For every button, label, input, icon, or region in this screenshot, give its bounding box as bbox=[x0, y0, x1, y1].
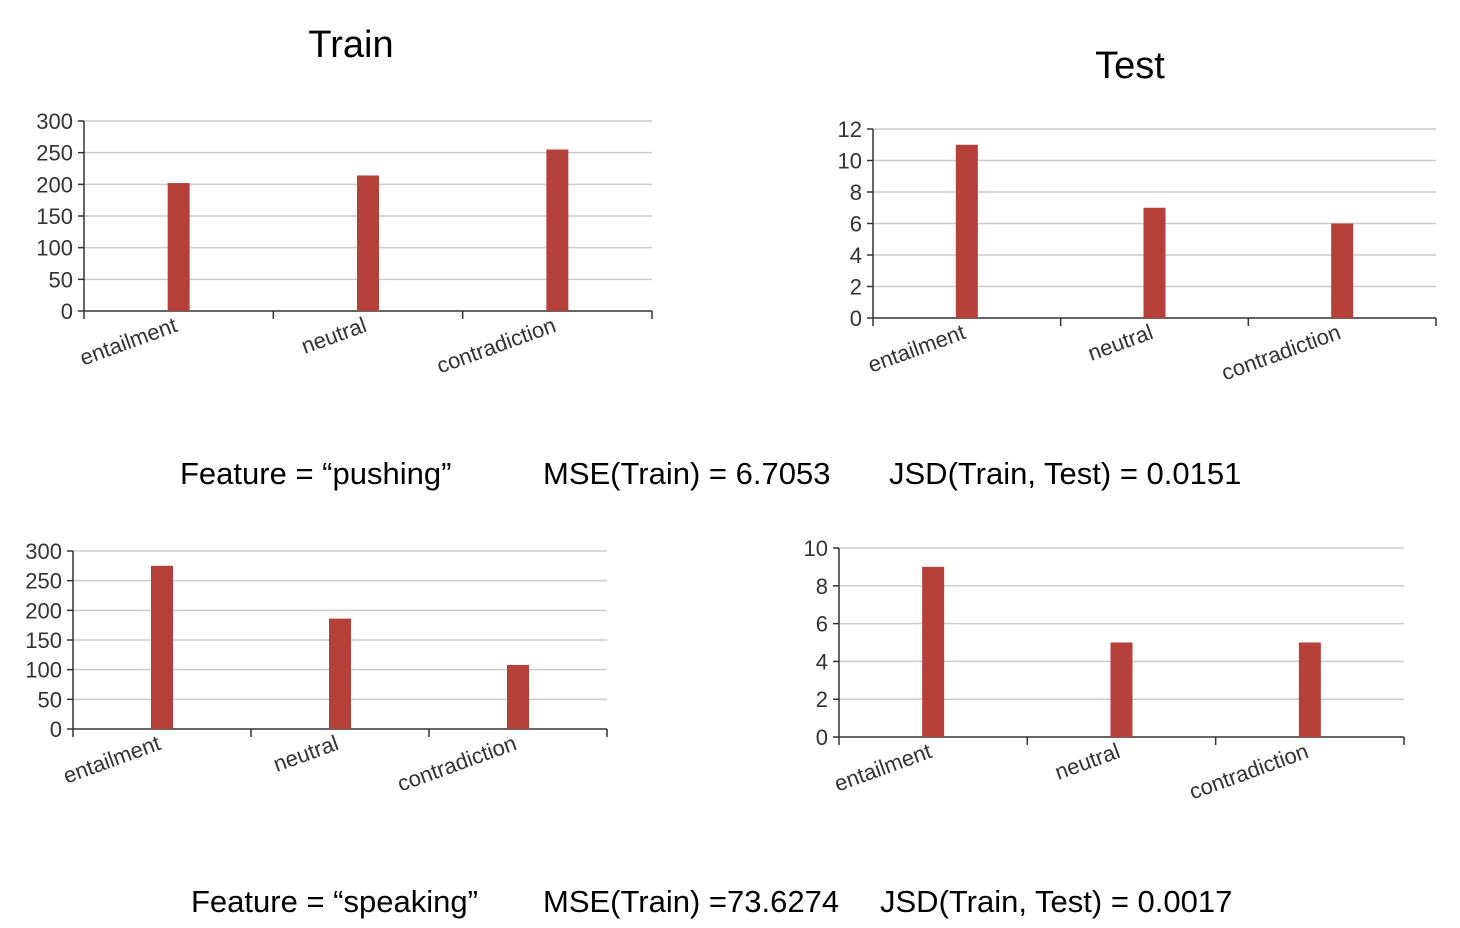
x-category-label: neutral bbox=[1084, 319, 1156, 366]
y-tick-label: 250 bbox=[36, 141, 73, 166]
x-category-label: neutral bbox=[1051, 738, 1123, 785]
speaking-mse-label: MSE(Train) =73.6274 bbox=[543, 884, 839, 919]
pushing-train-chart: 0 50 100 150 200 250 300 entailment neutral contr… bbox=[36, 109, 653, 378]
y-tick-label: 300 bbox=[36, 109, 73, 134]
y-tick-label: 100 bbox=[25, 658, 62, 683]
x-category-label: neutral bbox=[298, 312, 370, 359]
bar-entailment bbox=[151, 565, 173, 729]
y-tick-label: 2 bbox=[816, 687, 828, 712]
bar-neutral bbox=[1110, 642, 1133, 737]
y-tick-label: 150 bbox=[36, 204, 73, 229]
pushing-caption: Feature = “pushing” MSE(Train) = 6.7053 … bbox=[180, 456, 1241, 491]
y-tick-label: 8 bbox=[816, 574, 828, 599]
y-tick-label: 300 bbox=[25, 539, 62, 564]
x-category-label: contradiction bbox=[433, 312, 559, 378]
x-category-label: entailment bbox=[831, 738, 935, 796]
y-tick-label: 50 bbox=[49, 267, 73, 292]
y-tick-label: 8 bbox=[850, 180, 862, 205]
x-category-label: entailment bbox=[60, 730, 164, 788]
bar-contradiction bbox=[1331, 223, 1354, 318]
y-tick-label: 100 bbox=[36, 236, 73, 261]
x-category-label: contradiction bbox=[1218, 319, 1344, 385]
x-category-label: contradiction bbox=[394, 730, 520, 796]
x-category-label: entailment bbox=[76, 312, 180, 370]
bar-contradiction bbox=[546, 149, 569, 311]
speaking-test-chart: 0 2 4 6 8 10 entailment neutral contradiction bbox=[804, 536, 1405, 804]
speaking-feature-label: Feature = “speaking” bbox=[191, 884, 478, 919]
y-tick-label: 10 bbox=[804, 536, 828, 561]
bar-entailment bbox=[922, 566, 945, 737]
y-tick-label: 250 bbox=[25, 569, 62, 594]
bar-neutral bbox=[1143, 207, 1166, 318]
train-title: Train bbox=[308, 24, 393, 66]
pushing-feature-label: Feature = “pushing” bbox=[180, 456, 451, 491]
x-category-label: contradiction bbox=[1186, 738, 1312, 804]
y-tick-label: 50 bbox=[38, 687, 62, 712]
y-tick-label: 0 bbox=[61, 299, 73, 324]
y-tick-label: 200 bbox=[25, 598, 62, 623]
y-tick-label: 10 bbox=[838, 149, 862, 174]
bar-entailment bbox=[955, 144, 978, 318]
pushing-jsd-label: JSD(Train, Test) = 0.0151 bbox=[889, 456, 1241, 491]
x-category-label: neutral bbox=[270, 730, 342, 777]
bar-neutral bbox=[357, 175, 379, 311]
bar-neutral bbox=[329, 618, 351, 729]
speaking-jsd-label: JSD(Train, Test) = 0.0017 bbox=[880, 884, 1232, 919]
y-tick-label: 0 bbox=[816, 725, 828, 750]
bar-contradiction bbox=[507, 664, 529, 729]
y-tick-label: 150 bbox=[25, 628, 62, 653]
y-tick-label: 4 bbox=[816, 649, 828, 674]
y-tick-label: 4 bbox=[850, 243, 862, 268]
y-tick-label: 6 bbox=[816, 612, 828, 637]
y-tick-label: 0 bbox=[50, 717, 62, 742]
y-tick-label: 12 bbox=[838, 117, 862, 142]
test-title: Test bbox=[1095, 45, 1165, 87]
x-category-label: entailment bbox=[865, 319, 969, 377]
y-tick-label: 200 bbox=[36, 172, 73, 197]
bar-entailment bbox=[167, 183, 190, 311]
pushing-mse-label: MSE(Train) = 6.7053 bbox=[543, 456, 830, 491]
pushing-test-chart: 0 2 4 6 8 10 12 entailment neutral contradiction bbox=[838, 117, 1437, 385]
y-tick-label: 0 bbox=[850, 306, 862, 331]
y-tick-label: 6 bbox=[850, 212, 862, 237]
speaking-train-chart: 0 50 100 150 200 250 300 entailment neutral contr… bbox=[25, 539, 608, 796]
bar-contradiction bbox=[1298, 642, 1321, 737]
speaking-caption: Feature = “speaking” MSE(Train) =73.6274… bbox=[191, 884, 1232, 919]
y-tick-label: 2 bbox=[850, 275, 862, 300]
